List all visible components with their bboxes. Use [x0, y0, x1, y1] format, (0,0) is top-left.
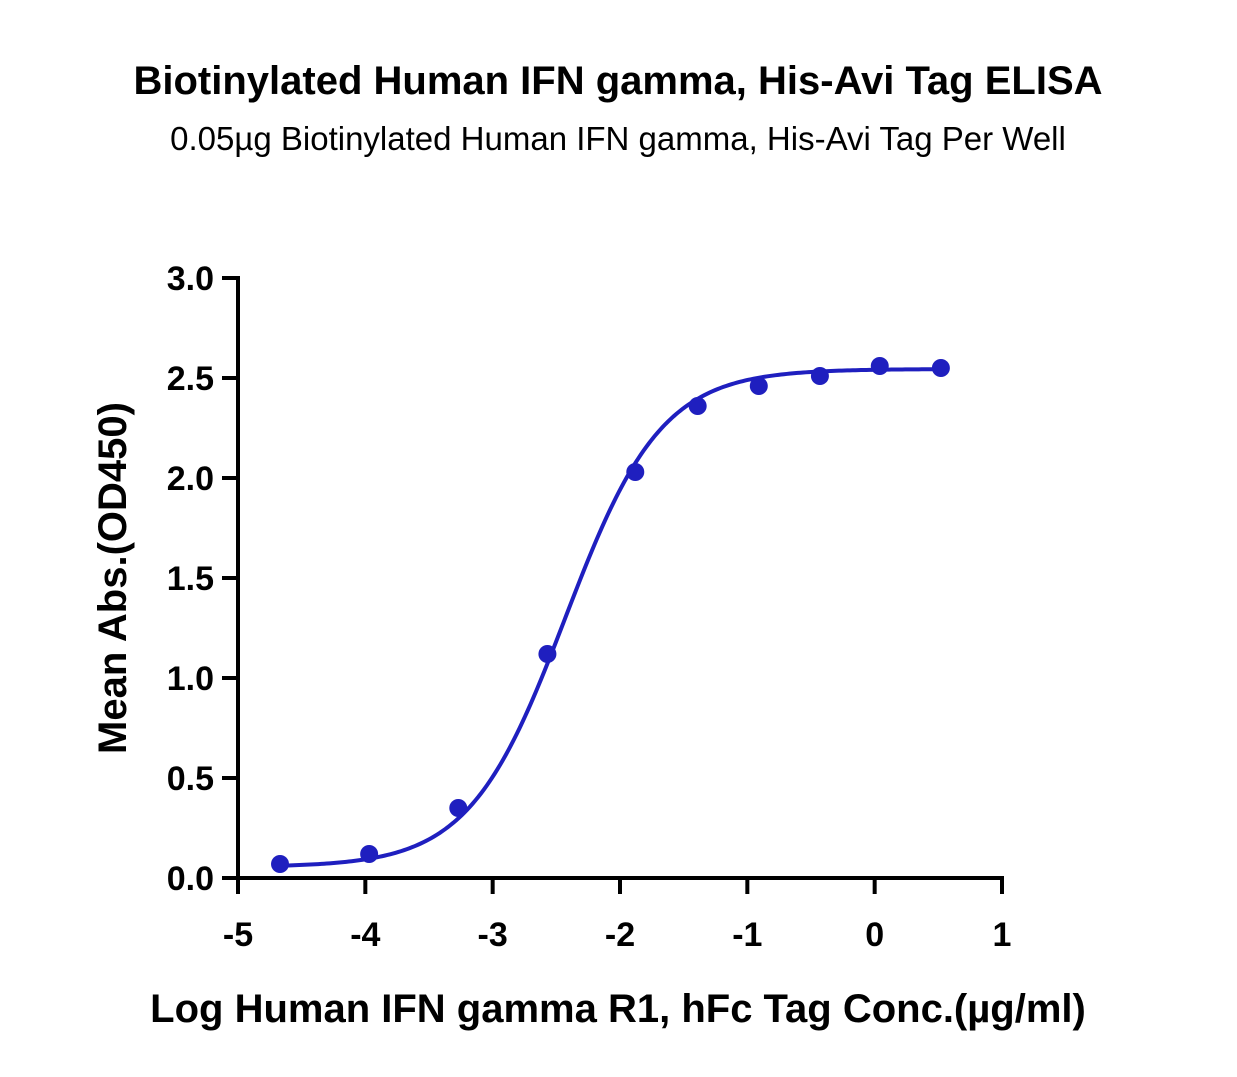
y-tick-label: 0.5: [167, 760, 214, 798]
data-point: [688, 397, 707, 415]
y-tick-label: 0.0: [167, 860, 214, 898]
data-point: [626, 463, 645, 481]
data-point: [538, 645, 557, 663]
x-tick-label: -4: [350, 916, 380, 954]
data-point: [870, 357, 889, 375]
y-axis: 0.0 0.5 1.0 1.5 2.0 2.5 3.0: [167, 260, 240, 898]
data-point: [931, 359, 950, 377]
y-axis-label: Mean Abs.(OD450): [91, 402, 135, 754]
y-tick-label: 1.0: [167, 660, 214, 698]
x-axis-label: Log Human IFN gamma R1, hFc Tag Conc.(µg…: [150, 987, 1086, 1031]
data-point: [749, 377, 768, 395]
data-point: [271, 855, 290, 873]
x-tick-label: -5: [223, 916, 253, 954]
fit-curve: [279, 367, 941, 868]
chart-subtitle: 0.05µg Biotinylated Human IFN gamma, His…: [170, 120, 1066, 157]
x-axis: -5 -4 -3 -2 -1 0 1: [223, 876, 1012, 954]
data-point: [449, 799, 468, 817]
y-tick-label: 2.0: [167, 460, 214, 498]
x-tick-label: 0: [865, 916, 884, 954]
x-tick-label: 1: [993, 916, 1012, 954]
chart-title: Biotinylated Human IFN gamma, His-Avi Ta…: [133, 59, 1102, 103]
y-tick-label: 3.0: [167, 260, 214, 298]
y-tick-label: 1.5: [167, 560, 214, 598]
data-points: [271, 357, 950, 873]
data-point: [810, 367, 829, 385]
data-point: [360, 845, 379, 863]
x-tick-label: -2: [605, 916, 635, 954]
y-tick-label: 2.5: [167, 360, 214, 398]
x-tick-label: -3: [478, 916, 508, 954]
x-tick-label: -1: [732, 916, 762, 954]
